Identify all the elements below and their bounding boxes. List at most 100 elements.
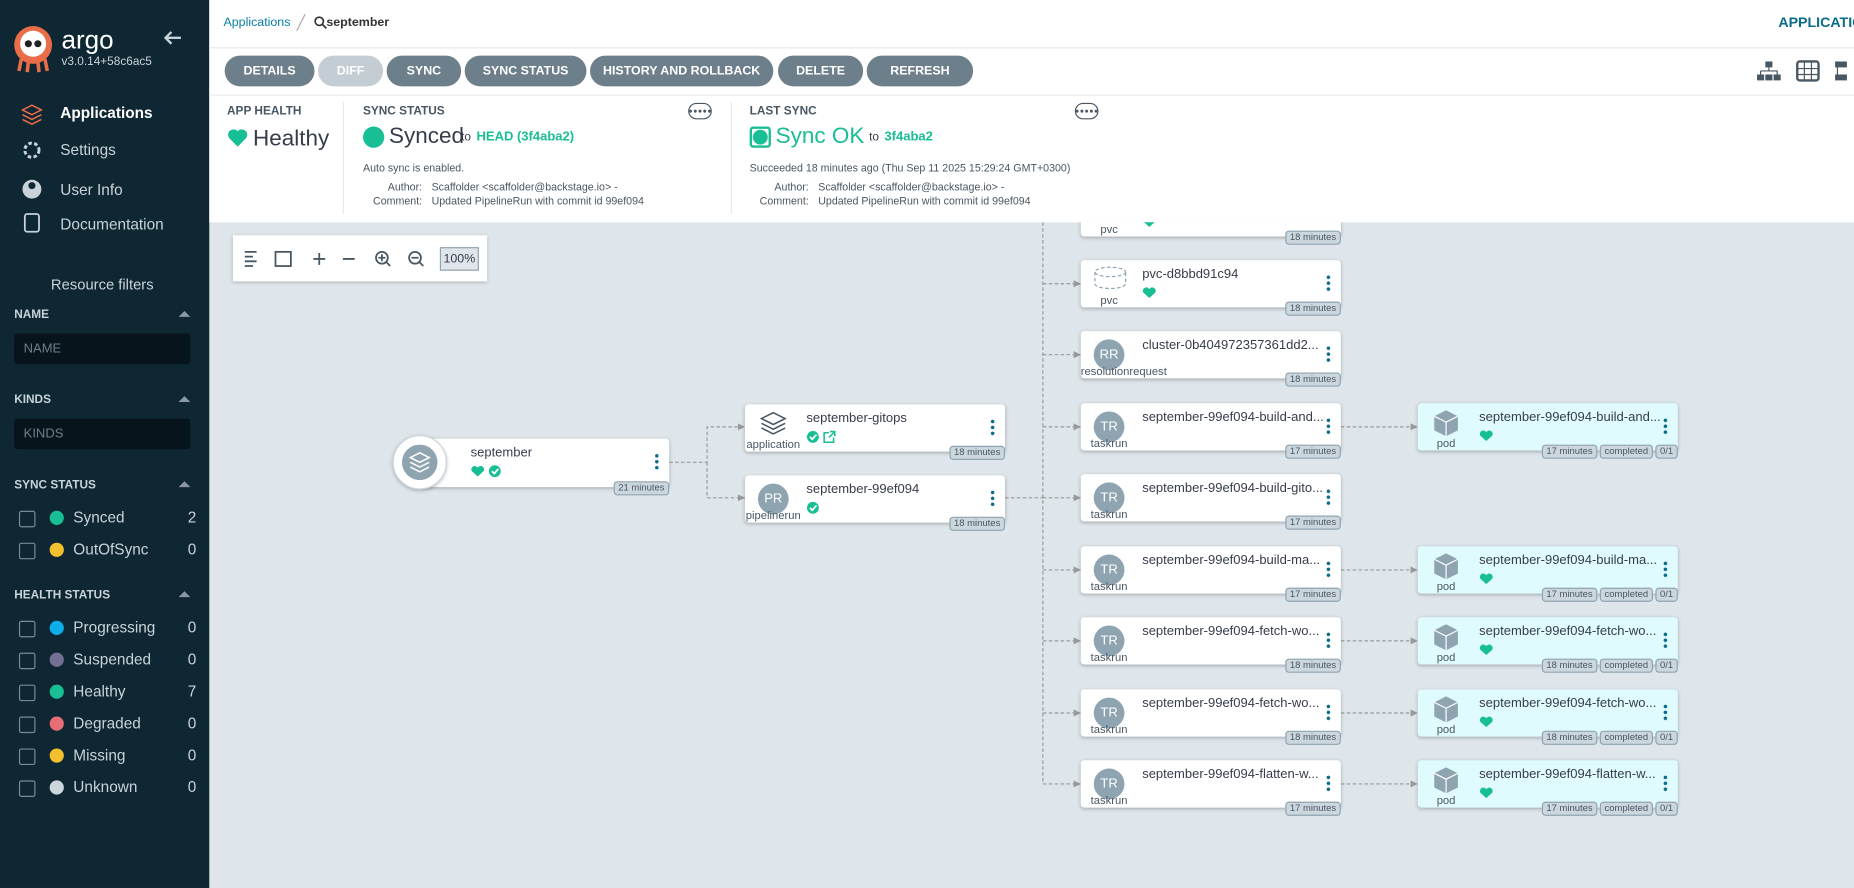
filter-name: Degraded bbox=[73, 714, 141, 732]
nav-item[interactable]: Settings bbox=[60, 140, 116, 159]
checkbox[interactable] bbox=[18, 716, 36, 734]
filter-item[interactable]: Unknown 0 bbox=[18, 777, 196, 801]
toolbar-button[interactable]: HISTORY AND ROLLBACK bbox=[590, 55, 774, 87]
checkbox[interactable] bbox=[18, 510, 36, 528]
node-name: september-99ef094 bbox=[806, 482, 920, 497]
status-icon bbox=[49, 780, 64, 795]
node-menu[interactable] bbox=[1326, 560, 1331, 579]
collapse-button[interactable] bbox=[162, 30, 183, 47]
version: v3.0.14+58c6ac5 bbox=[61, 55, 152, 69]
zoom-level[interactable]: 100% bbox=[439, 247, 479, 271]
toolbar-button[interactable]: REFRESH bbox=[866, 55, 974, 87]
node-menu[interactable] bbox=[655, 452, 659, 471]
checkbox[interactable] bbox=[18, 748, 36, 766]
node-kind: taskrun bbox=[1090, 651, 1128, 665]
node-age: 18 minutes bbox=[1285, 730, 1341, 745]
node-menu[interactable] bbox=[1326, 488, 1331, 507]
node-card[interactable]: september-99ef094-fetch-wo... pod 0/1 compl… bbox=[1417, 689, 1678, 745]
more-button[interactable] bbox=[1074, 102, 1099, 120]
node-menu[interactable] bbox=[1663, 560, 1668, 579]
more-button[interactable] bbox=[688, 102, 712, 120]
checkbox[interactable] bbox=[18, 780, 36, 797]
breadcrumb-link[interactable]: Applications bbox=[223, 15, 291, 30]
node-menu[interactable] bbox=[1663, 631, 1668, 650]
node-age: 17 minutes bbox=[1285, 515, 1341, 530]
node-menu[interactable] bbox=[1326, 417, 1331, 436]
node-kind: taskrun bbox=[1090, 723, 1128, 737]
filter-item[interactable]: Degraded 0 bbox=[18, 713, 196, 737]
checkbox[interactable] bbox=[18, 684, 36, 702]
node-menu[interactable] bbox=[990, 418, 995, 437]
node-card[interactable]: september-gitops application 18 minutes bbox=[744, 404, 1006, 460]
toolbar-button[interactable]: DIFF bbox=[318, 55, 384, 87]
node-icon bbox=[1431, 694, 1462, 731]
toolbar-button[interactable]: SYNC bbox=[386, 55, 462, 87]
node-card[interactable]: september 21 minutes bbox=[392, 435, 670, 496]
node-card[interactable]: september-99ef094-flatten-w... pod 0/1 comp… bbox=[1417, 760, 1678, 816]
zoom-icons[interactable] bbox=[242, 249, 443, 268]
node-menu[interactable] bbox=[1663, 703, 1668, 722]
checkbox[interactable] bbox=[18, 542, 36, 560]
nav-item[interactable]: Applications bbox=[60, 104, 153, 122]
node-icon: TR bbox=[1093, 482, 1125, 514]
node-icon: TR bbox=[1093, 554, 1125, 586]
node-menu[interactable] bbox=[1326, 774, 1331, 793]
node-menu[interactable] bbox=[1326, 703, 1331, 722]
node-card[interactable]: september-99ef094-build-ma... pod 0/1 compl… bbox=[1417, 546, 1678, 602]
view-switch[interactable] bbox=[1756, 59, 1854, 85]
checkbox[interactable] bbox=[18, 620, 36, 638]
checkbox[interactable] bbox=[18, 652, 36, 670]
node-card[interactable]: PR september-99ef094 pipelinerun 18 minutes bbox=[744, 475, 1006, 531]
status-icon bbox=[49, 748, 64, 763]
filter-item[interactable]: Progressing 0 bbox=[18, 617, 196, 641]
filter-count: 7 bbox=[187, 682, 197, 700]
name-input[interactable]: NAME bbox=[14, 333, 191, 365]
node-menu[interactable] bbox=[1663, 417, 1668, 436]
node-card[interactable]: TR september-99ef094-flatten-w... taskrun 1… bbox=[1080, 760, 1341, 816]
node-status bbox=[1479, 715, 1493, 728]
filter-item[interactable]: Healthy 7 bbox=[18, 681, 197, 705]
node-kind: pvc bbox=[1100, 223, 1118, 237]
filter-item[interactable]: Missing 0 bbox=[18, 745, 197, 769]
to-text: to bbox=[869, 131, 879, 145]
node-age: 17 minutes bbox=[1541, 444, 1598, 459]
node-menu[interactable] bbox=[1326, 345, 1331, 363]
toolbar-button[interactable]: SYNC STATUS bbox=[464, 55, 587, 87]
status-value: Sync OK bbox=[775, 124, 865, 149]
filter-item[interactable]: OutOfSync 0 bbox=[18, 539, 196, 563]
node-card[interactable]: september-99ef094-build-and... pod 0/1 comp… bbox=[1417, 403, 1678, 459]
toolbar-button[interactable]: DETAILS bbox=[224, 55, 315, 87]
node-card[interactable]: september-99ef094-fetch-wo... pod 0/1 compl… bbox=[1417, 617, 1678, 673]
kinds-input[interactable]: KINDS bbox=[14, 418, 191, 450]
node-menu[interactable] bbox=[1326, 631, 1331, 650]
comment-label: Comment: bbox=[373, 195, 423, 207]
node-card[interactable]: RR cluster-0b404972357361dd2... resolution… bbox=[1080, 331, 1341, 387]
nav-item[interactable]: User Info bbox=[60, 180, 123, 199]
node-menu[interactable] bbox=[990, 489, 995, 508]
brand: argo bbox=[61, 24, 114, 55]
node-card[interactable]: TR september-99ef094-fetch-wo... taskrun 18… bbox=[1080, 617, 1341, 673]
filter-item[interactable]: Synced 2 bbox=[18, 507, 196, 531]
node-name: september-99ef094-fetch-wo... bbox=[1142, 696, 1320, 711]
revision-link[interactable]: 3f4aba2 bbox=[884, 130, 933, 145]
note: Succeeded 18 minutes ago (Thu Sep 11 202… bbox=[749, 161, 1071, 174]
revision-link[interactable]: HEAD (3f4aba2) bbox=[476, 130, 575, 145]
filter-item[interactable]: Suspended 0 bbox=[18, 649, 196, 673]
node-card[interactable]: TR september-99ef094-build-gito... taskrun… bbox=[1080, 474, 1341, 530]
filter-count: 0 bbox=[187, 746, 197, 764]
nav-item[interactable]: Documentation bbox=[60, 215, 164, 233]
node-status bbox=[1142, 286, 1156, 299]
node-card[interactable]: TR september-99ef094-build-ma... taskrun 17… bbox=[1080, 546, 1341, 602]
node-card[interactable]: pvc-d8bbd91c94 pvc 18 minutes bbox=[1080, 260, 1341, 316]
toolbar-button[interactable]: DELETE bbox=[778, 55, 864, 87]
node-kind: pod bbox=[1436, 651, 1456, 665]
status-value: Synced bbox=[389, 124, 464, 149]
node-kind: pod bbox=[1436, 580, 1456, 594]
node-menu[interactable] bbox=[1326, 274, 1331, 293]
node-card[interactable]: pvc 18 minutes bbox=[1080, 222, 1341, 245]
node-card[interactable]: TR september-99ef094-build-and... taskrun 1… bbox=[1080, 403, 1341, 459]
node-menu[interactable] bbox=[1663, 774, 1668, 793]
node-card[interactable]: TR september-99ef094-fetch-wo... taskrun 18… bbox=[1080, 689, 1341, 745]
sidebar: argo v3.0.14+58c6ac5 Applications Settin… bbox=[0, 0, 210, 888]
status-icon bbox=[49, 716, 64, 731]
